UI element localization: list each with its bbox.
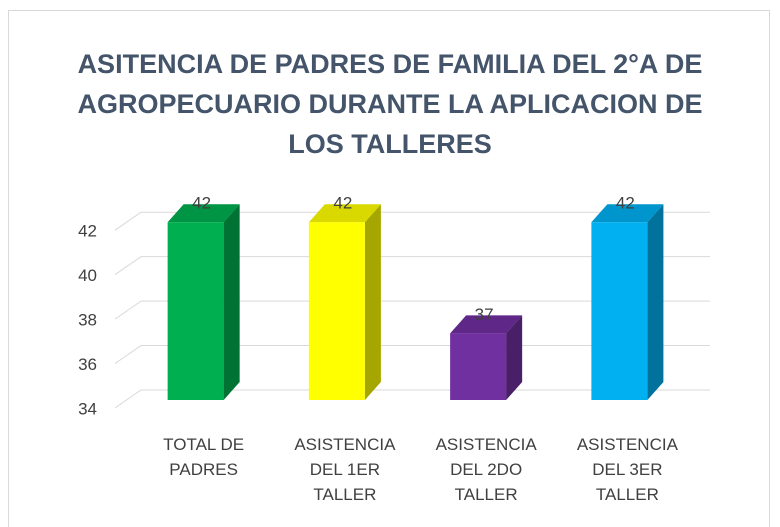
value-label: 42 — [616, 194, 635, 213]
grid-line — [114, 300, 710, 320]
bar-face — [308, 204, 381, 223]
x-tick-label: TOTAL DE PADRES — [163, 435, 245, 479]
x-tick-label: ASISTENCIA DEL 1ER TALLER — [294, 435, 396, 504]
bar-face — [647, 204, 664, 400]
bar-face — [308, 222, 365, 400]
bar-face — [450, 315, 523, 334]
value-label: 42 — [333, 194, 352, 213]
value-label: 37 — [475, 305, 494, 324]
y-tick-label: 40 — [78, 266, 97, 285]
x-tick-label: ASISTENCIA DEL 3ER TALLER — [576, 435, 678, 504]
bar — [591, 204, 664, 400]
bar-face — [167, 204, 240, 223]
value-label: 42 — [192, 194, 211, 213]
y-tick-label: 34 — [78, 399, 97, 418]
bar — [450, 315, 523, 400]
bar-face — [591, 222, 648, 400]
y-tick-label: 42 — [78, 222, 97, 241]
bar-face — [647, 204, 664, 400]
bar-face — [223, 204, 240, 400]
bar-face — [167, 222, 224, 400]
bar-face — [167, 204, 240, 223]
bar-face — [450, 315, 523, 334]
x-tick-label: ASISTENCIA DEL 2DO TALLER — [435, 435, 537, 504]
grid-line — [114, 211, 710, 231]
bar-face — [308, 204, 381, 223]
grid-line — [114, 389, 710, 409]
y-tick-label: 36 — [78, 355, 97, 374]
bar-face — [364, 204, 381, 400]
chart-title: ASITENCIA DE PADRES DE FAMILIA DEL 2°A D… — [77, 49, 703, 159]
bar-face — [506, 315, 523, 400]
bar-face — [450, 333, 507, 400]
bar-face — [223, 204, 240, 400]
bar-face — [364, 204, 381, 400]
grid-line — [114, 256, 710, 276]
bar — [308, 204, 381, 400]
bar-face — [591, 204, 664, 223]
chart-frame — [8, 10, 770, 527]
y-tick-label: 38 — [78, 311, 97, 330]
bar-face — [506, 315, 523, 400]
bar — [167, 204, 240, 400]
bar-face — [591, 204, 664, 223]
